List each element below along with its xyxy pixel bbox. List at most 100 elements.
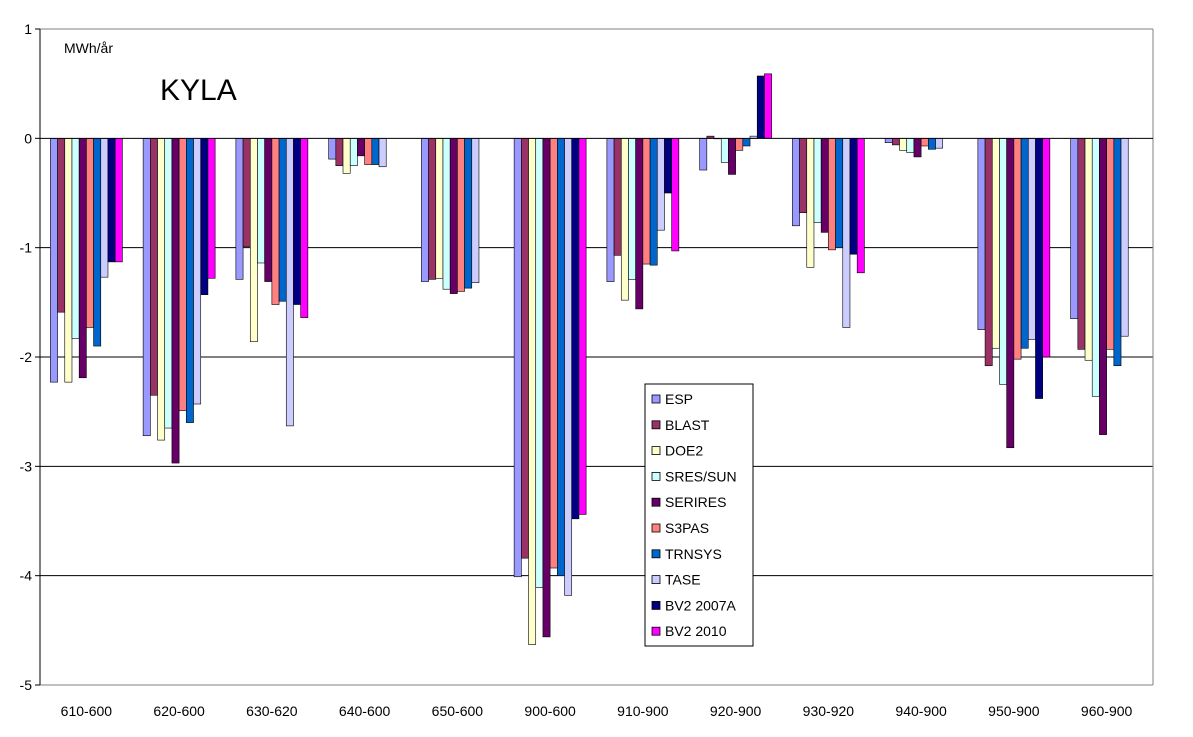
bar-blast-650-600 <box>428 138 437 280</box>
bar-trnsys-630-620 <box>278 138 287 302</box>
bar-doe2-900-600 <box>528 138 537 645</box>
bar-bv2-2010-930-920 <box>856 138 865 274</box>
bar-sres-sun-610-600 <box>71 138 80 339</box>
bar-bv2-2007a-900-600 <box>571 138 580 520</box>
legend-swatch <box>651 394 661 404</box>
bar-blast-950-900 <box>984 138 993 367</box>
x-tick-labels: 610-600 620-600 630-620 640-600 650-600 900-6… <box>61 703 1133 719</box>
bars <box>50 73 1129 645</box>
y-tick-label: -2 <box>20 349 33 365</box>
bar-s3pas-640-600 <box>364 138 373 165</box>
bar-tase-900-600 <box>564 138 573 596</box>
bar-bv2-2007a-630-620 <box>293 138 301 305</box>
bar-sres-sun-620-600 <box>164 138 173 429</box>
bar-doe2-630-620 <box>249 138 258 342</box>
bar-tase-940-900 <box>935 138 944 149</box>
bar-serires-900-600 <box>542 138 551 638</box>
bar-bv2-2010-610-600 <box>114 138 123 263</box>
bar-s3pas-630-620 <box>271 138 280 305</box>
bar-tase-640-600 <box>378 138 387 168</box>
bar-esp-950-900 <box>977 138 986 330</box>
bar-doe2-950-900 <box>991 138 1000 349</box>
y-tick-label: -4 <box>20 568 33 584</box>
bar-blast-630-620 <box>242 138 251 247</box>
bar-bv2-2010-630-620 <box>300 138 309 318</box>
x-tick-label: 930-920 <box>803 703 855 719</box>
bar-trnsys-900-600 <box>557 138 565 576</box>
bar-s3pas-920-900 <box>735 138 744 151</box>
legend-swatch <box>651 497 661 507</box>
x-tick-label: 650-600 <box>432 703 484 719</box>
bar-serires-910-900 <box>635 138 644 310</box>
legend-label: ESP <box>665 391 693 407</box>
bar-tase-930-920 <box>842 138 851 328</box>
bar-bv2-2010-920-900 <box>764 73 772 139</box>
bar-bv2-2010-910-900 <box>671 138 680 252</box>
x-tick-label: 900-600 <box>524 703 576 719</box>
x-tick-label: 620-600 <box>153 703 205 719</box>
legend-swatch <box>651 626 661 636</box>
legend-swatch <box>651 471 661 481</box>
y-tick-label: 0 <box>24 130 32 146</box>
bar-trnsys-650-600 <box>464 138 473 289</box>
bar-trnsys-960-900 <box>1113 138 1122 367</box>
x-tick-label: 640-600 <box>339 703 391 719</box>
bar-serires-630-620 <box>264 138 273 282</box>
y-tick-label: 1 <box>24 21 32 37</box>
bar-s3pas-960-900 <box>1106 138 1115 350</box>
bar-serires-640-600 <box>357 138 365 157</box>
x-tick-label: 950-900 <box>988 703 1040 719</box>
bar-esp-610-600 <box>50 138 58 383</box>
bar-esp-930-920 <box>792 138 800 227</box>
bar-s3pas-620-600 <box>178 138 187 411</box>
bar-blast-940-900 <box>892 138 900 146</box>
bar-sres-sun-640-600 <box>349 138 358 166</box>
bar-sres-sun-960-900 <box>1091 138 1100 397</box>
legend-label: DOE2 <box>665 443 703 459</box>
x-tick-label: 920-900 <box>710 703 762 719</box>
bar-esp-640-600 <box>328 138 337 160</box>
bar-serires-950-900 <box>1006 138 1015 449</box>
bar-doe2-960-900 <box>1084 138 1093 361</box>
bar-blast-960-900 <box>1077 138 1086 350</box>
bar-s3pas-910-900 <box>642 138 651 265</box>
bar-blast-640-600 <box>335 138 344 166</box>
bar-esp-620-600 <box>142 138 151 437</box>
bar-sres-sun-910-900 <box>628 138 636 280</box>
legend-label: BV2 2010 <box>665 623 727 639</box>
bar-tase-620-600 <box>193 138 202 405</box>
bar-bv2-2010-900-600 <box>578 138 587 515</box>
bar-trnsys-640-600 <box>371 138 380 165</box>
legend-swatch <box>651 420 661 430</box>
bar-trnsys-610-600 <box>93 138 102 347</box>
bar-s3pas-950-900 <box>1013 138 1022 360</box>
legend-label: SERIRES <box>665 494 726 510</box>
bar-s3pas-650-600 <box>457 138 465 292</box>
bar-s3pas-610-600 <box>86 138 94 328</box>
x-tick-label: 940-900 <box>895 703 947 719</box>
legend-box <box>644 383 754 647</box>
y-tick-label: -3 <box>20 458 33 474</box>
bar-sres-sun-950-900 <box>999 138 1007 385</box>
bar-bv2-2010-950-900 <box>1042 138 1051 358</box>
bar-sres-sun-940-900 <box>906 138 915 153</box>
bar-blast-900-600 <box>521 138 529 559</box>
bar-serires-620-600 <box>171 138 180 464</box>
bar-bv2-2007a-610-600 <box>107 138 116 263</box>
bar-doe2-640-600 <box>342 138 351 174</box>
bar-trnsys-910-900 <box>649 138 658 266</box>
bar-tase-950-900 <box>1027 138 1036 340</box>
bar-blast-910-900 <box>613 138 622 256</box>
bar-s3pas-900-600 <box>549 138 558 569</box>
bar-tase-610-600 <box>100 138 109 278</box>
bar-blast-930-920 <box>799 138 808 213</box>
bar-bv2-2010-620-600 <box>207 138 216 279</box>
bar-tase-630-620 <box>285 138 294 427</box>
legend: ESP BLAST DOE2 SRES/SUN SERIRES S3PAS TRNSYS TA… <box>644 383 754 647</box>
bar-trnsys-620-600 <box>186 138 194 423</box>
bar-trnsys-920-900 <box>742 138 751 147</box>
bar-bv2-2007a-620-600 <box>200 138 209 295</box>
legend-label: TASE <box>665 572 701 588</box>
bar-bv2-2007a-920-900 <box>756 75 765 139</box>
